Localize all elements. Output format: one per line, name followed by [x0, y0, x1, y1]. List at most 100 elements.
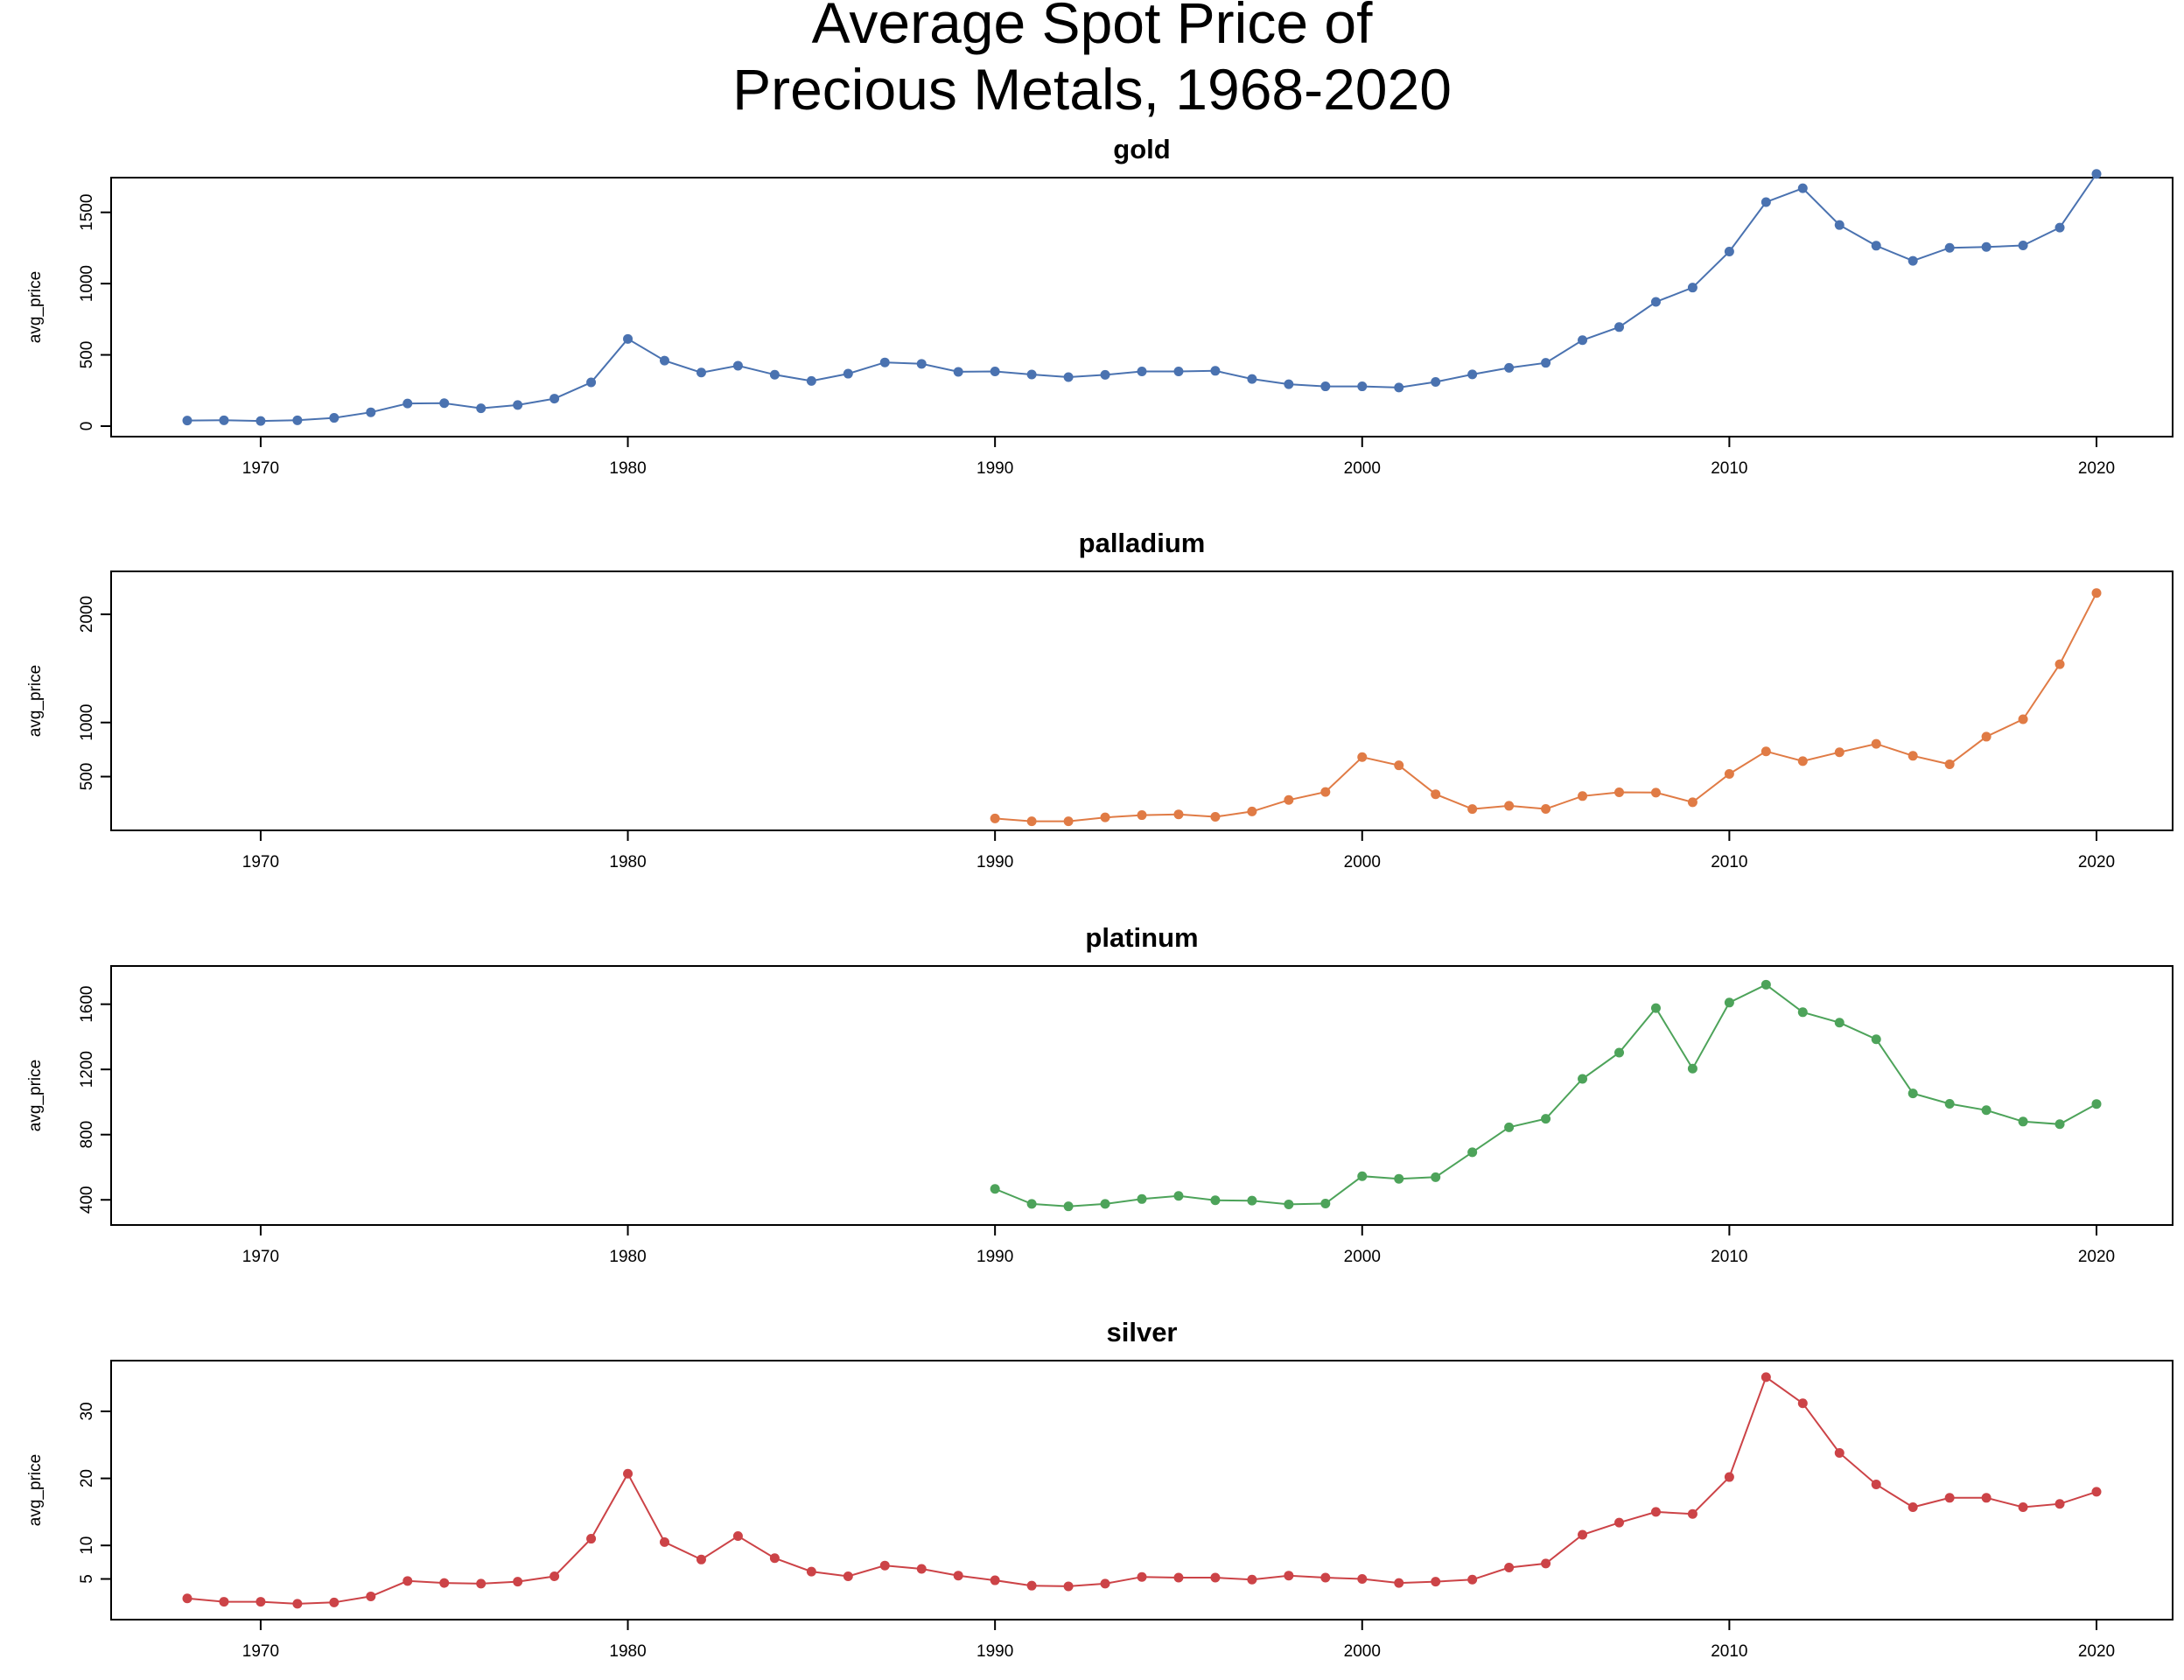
data-point-palladium — [1834, 747, 1844, 758]
data-point-gold — [366, 407, 376, 417]
data-point-silver — [1137, 1572, 1147, 1582]
data-point-silver — [1650, 1507, 1661, 1517]
data-point-palladium — [1320, 787, 1331, 797]
y-tick-label: 5 — [78, 1574, 96, 1584]
data-point-silver — [1504, 1562, 1515, 1572]
data-point-platinum — [1504, 1122, 1515, 1132]
data-point-silver — [550, 1571, 560, 1581]
panel-title-silver: silver — [1106, 1317, 1177, 1348]
y-axis-label: avg_price — [26, 1454, 45, 1526]
data-point-gold — [1834, 220, 1844, 230]
y-tick-label: 400 — [78, 1186, 96, 1214]
data-point-silver — [366, 1591, 376, 1601]
x-tick-label: 1970 — [242, 1642, 279, 1661]
y-axis-label: avg_price — [26, 665, 45, 737]
y-tick-label: 1200 — [78, 1051, 96, 1088]
data-point-silver — [1797, 1398, 1808, 1409]
data-point-gold — [292, 415, 303, 425]
data-point-platinum — [2091, 1099, 2102, 1110]
data-point-gold — [1724, 246, 1734, 256]
x-tick-label: 2000 — [1344, 459, 1381, 478]
data-point-silver — [1614, 1517, 1624, 1528]
data-point-platinum — [1173, 1191, 1184, 1201]
data-point-platinum — [1834, 1018, 1844, 1028]
y-tick-label: 2000 — [78, 596, 96, 633]
data-point-gold — [769, 369, 780, 380]
data-point-gold — [1026, 369, 1037, 380]
x-tick-label: 2010 — [1711, 459, 1747, 478]
data-point-platinum — [1063, 1201, 1074, 1212]
data-point-gold — [1541, 358, 1551, 368]
data-point-silver — [1100, 1578, 1110, 1589]
data-point-silver — [843, 1571, 853, 1581]
panel-frame-gold — [110, 177, 2174, 438]
panel-frame-platinum — [110, 965, 2174, 1226]
data-point-silver — [879, 1560, 890, 1571]
data-point-gold — [1137, 366, 1147, 376]
data-point-palladium — [1063, 816, 1074, 827]
chart-title-line2: Precious Metals, 1968-2020 — [732, 57, 1452, 122]
data-point-silver — [329, 1597, 340, 1607]
data-point-silver — [219, 1597, 229, 1607]
data-point-gold — [1504, 362, 1515, 373]
data-point-gold — [1650, 297, 1661, 307]
data-point-palladium — [1394, 760, 1404, 771]
data-point-silver — [1173, 1572, 1184, 1583]
data-point-gold — [696, 368, 706, 378]
data-point-silver — [769, 1553, 780, 1564]
x-tick-label: 2020 — [2078, 1248, 2115, 1266]
x-tick-label: 2000 — [1344, 1642, 1381, 1661]
data-point-silver — [1357, 1574, 1368, 1585]
data-point-silver — [182, 1593, 192, 1604]
y-tick-label: 1000 — [78, 265, 96, 302]
data-point-platinum — [1687, 1063, 1698, 1074]
y-tick-label: 30 — [78, 1402, 96, 1420]
y-tick-label: 1600 — [78, 986, 96, 1023]
data-point-silver — [953, 1571, 963, 1581]
data-point-gold — [402, 398, 413, 409]
data-point-gold — [1871, 241, 1881, 251]
x-tick-label: 2020 — [2078, 459, 2115, 478]
x-tick-label: 1990 — [976, 853, 1013, 872]
data-point-silver — [2054, 1499, 2065, 1509]
data-point-silver — [1760, 1372, 1771, 1382]
data-point-platinum — [1578, 1074, 1588, 1084]
panel-frame-palladium — [110, 570, 2174, 831]
data-point-palladium — [1357, 752, 1368, 762]
panel-title-platinum: platinum — [1085, 922, 1198, 953]
data-point-platinum — [1797, 1007, 1808, 1018]
series-line-platinum — [994, 984, 2097, 1208]
data-point-palladium — [2054, 659, 2065, 669]
data-point-gold — [806, 375, 816, 386]
data-point-palladium — [1541, 804, 1551, 815]
data-point-silver — [1687, 1508, 1698, 1519]
x-tick-label: 1970 — [242, 1248, 279, 1266]
x-tick-label: 1990 — [976, 459, 1013, 478]
data-point-silver — [586, 1534, 597, 1544]
data-point-palladium — [1650, 788, 1661, 798]
data-point-gold — [1797, 183, 1808, 193]
data-point-gold — [439, 398, 450, 409]
data-point-palladium — [1467, 804, 1478, 815]
y-axis-label: avg_price — [26, 1060, 45, 1131]
data-point-palladium — [1981, 732, 1992, 742]
data-point-gold — [2091, 169, 2102, 179]
data-point-platinum — [1724, 998, 1734, 1008]
data-point-gold — [513, 400, 523, 410]
data-point-platinum — [1650, 1003, 1661, 1013]
data-point-platinum — [1284, 1199, 1294, 1209]
data-point-platinum — [1541, 1114, 1551, 1124]
y-tick-label: 20 — [78, 1469, 96, 1488]
data-point-silver — [623, 1468, 634, 1479]
data-point-silver — [732, 1530, 743, 1541]
data-point-gold — [182, 416, 192, 426]
x-tick-label: 1980 — [609, 1248, 646, 1266]
data-point-palladium — [1944, 759, 1955, 769]
data-point-gold — [1614, 322, 1624, 332]
data-point-silver — [1063, 1581, 1074, 1592]
data-point-gold — [329, 413, 340, 424]
data-point-platinum — [1247, 1195, 1257, 1206]
series-line-silver — [186, 1376, 2097, 1605]
x-tick-label: 1970 — [242, 853, 279, 872]
data-point-palladium — [1908, 751, 1918, 761]
